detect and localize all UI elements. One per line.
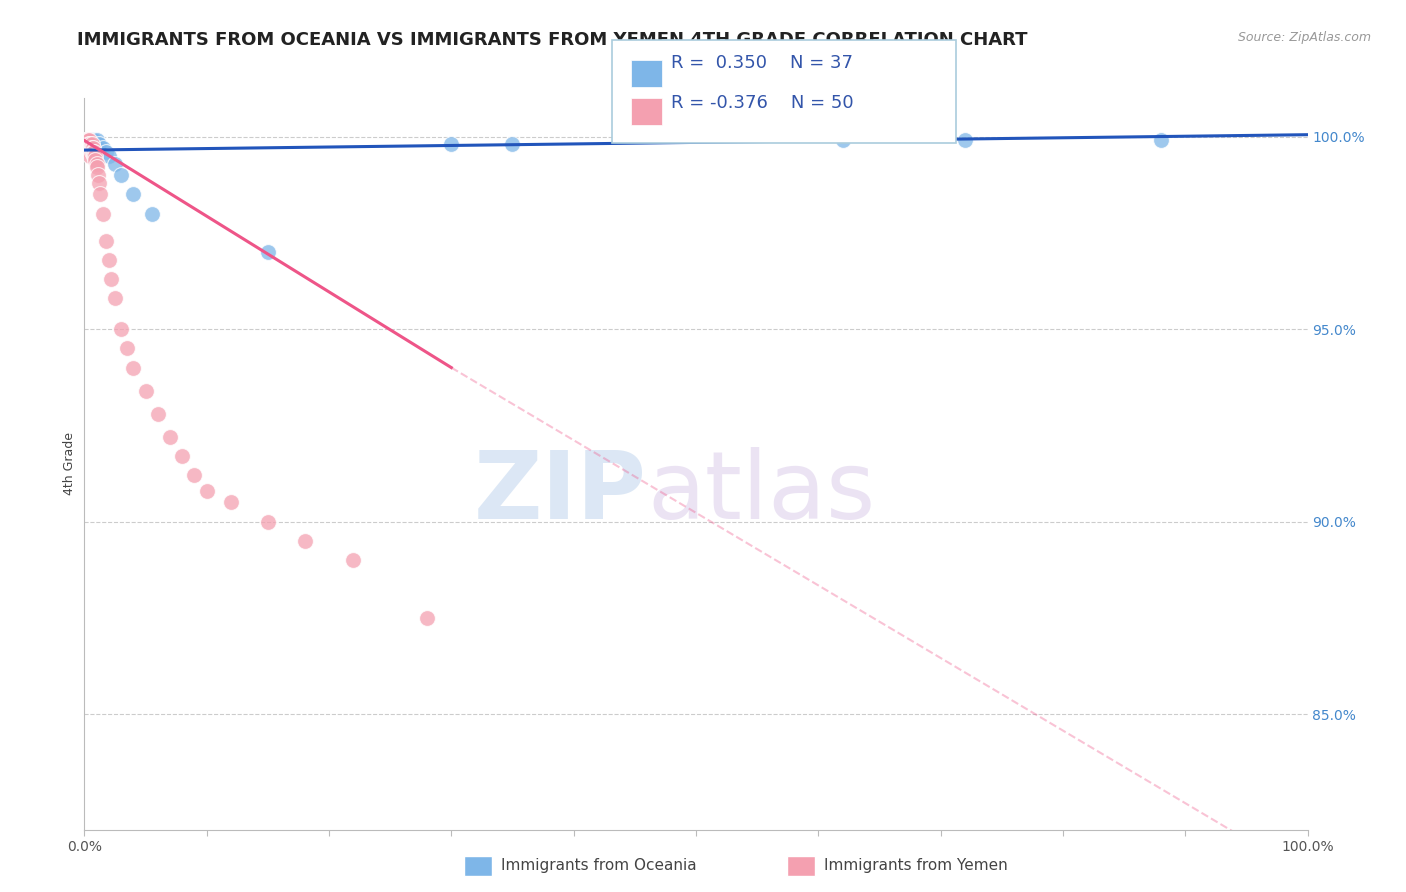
Point <box>141 206 163 220</box>
Point <box>83 145 105 159</box>
Point <box>91 206 114 220</box>
Point <box>86 161 108 175</box>
Point <box>502 137 524 152</box>
Text: IMMIGRANTS FROM OCEANIA VS IMMIGRANTS FROM YEMEN 4TH GRADE CORRELATION CHART: IMMIGRANTS FROM OCEANIA VS IMMIGRANTS FR… <box>77 31 1028 49</box>
Point <box>77 141 100 155</box>
Point <box>80 137 103 152</box>
Point <box>77 133 100 147</box>
Point <box>75 141 97 155</box>
Point <box>79 141 101 155</box>
Point <box>100 272 122 286</box>
Point <box>77 141 100 155</box>
Point <box>97 149 120 163</box>
Point <box>82 145 104 159</box>
Point <box>83 149 105 163</box>
Point <box>219 495 242 509</box>
Text: R =  0.350    N = 37: R = 0.350 N = 37 <box>671 54 852 72</box>
Point <box>77 133 100 147</box>
Point <box>75 137 97 152</box>
Point <box>294 533 316 548</box>
Point <box>122 360 145 375</box>
Point <box>86 137 108 152</box>
Point <box>76 137 98 152</box>
Point <box>79 145 101 159</box>
Point <box>75 133 97 147</box>
Point <box>831 133 853 147</box>
Point <box>82 141 104 155</box>
Point <box>96 145 118 159</box>
Point <box>84 141 107 155</box>
Point <box>77 141 100 155</box>
Point <box>87 176 110 190</box>
Point <box>257 515 280 529</box>
Point <box>104 156 127 170</box>
Point <box>76 137 98 152</box>
Point <box>440 137 463 152</box>
Point <box>110 168 132 182</box>
Point <box>77 133 100 147</box>
Point <box>89 187 111 202</box>
Point <box>84 137 107 152</box>
Text: Immigrants from Oceania: Immigrants from Oceania <box>501 858 696 872</box>
Point <box>76 133 98 147</box>
Point <box>75 137 97 152</box>
Y-axis label: 4th Grade: 4th Grade <box>63 433 76 495</box>
Point <box>342 553 364 567</box>
Point <box>77 133 100 147</box>
Point <box>77 137 100 152</box>
Point <box>87 168 110 182</box>
Text: Source: ZipAtlas.com: Source: ZipAtlas.com <box>1237 31 1371 45</box>
Point <box>159 430 181 444</box>
Point <box>79 137 101 152</box>
Point <box>77 137 100 152</box>
Point <box>84 149 107 163</box>
Point <box>76 133 98 147</box>
Point <box>135 384 157 398</box>
Point <box>122 187 145 202</box>
Point <box>97 252 120 267</box>
Point <box>84 153 107 167</box>
Point <box>86 133 108 147</box>
Point <box>96 234 118 248</box>
Point <box>257 245 280 260</box>
Point <box>79 137 101 152</box>
Point <box>86 156 108 170</box>
Point <box>1150 133 1173 147</box>
Point <box>110 322 132 336</box>
Point <box>79 133 101 147</box>
Point <box>79 141 101 155</box>
Point <box>87 137 110 152</box>
Point <box>77 145 100 159</box>
Point <box>77 145 100 159</box>
Text: R = -0.376    N = 50: R = -0.376 N = 50 <box>671 94 853 112</box>
Point <box>80 137 103 152</box>
Point <box>80 133 103 147</box>
Point <box>91 141 114 155</box>
Text: Immigrants from Yemen: Immigrants from Yemen <box>824 858 1008 872</box>
Point <box>953 133 976 147</box>
Point <box>83 137 105 152</box>
Point <box>146 407 169 421</box>
Point <box>87 141 110 155</box>
Point <box>104 291 127 305</box>
Point <box>76 141 98 155</box>
Point <box>183 468 205 483</box>
Text: atlas: atlas <box>647 447 876 539</box>
Point <box>115 342 138 356</box>
Point <box>80 141 103 155</box>
Point <box>75 133 97 147</box>
Point <box>83 133 105 147</box>
Point <box>80 145 103 159</box>
Point <box>79 149 101 163</box>
Point <box>416 611 439 625</box>
Text: ZIP: ZIP <box>474 447 647 539</box>
Point <box>82 137 104 152</box>
Point <box>195 483 218 498</box>
Point <box>172 449 194 463</box>
Point <box>77 137 100 152</box>
Point <box>82 141 104 155</box>
